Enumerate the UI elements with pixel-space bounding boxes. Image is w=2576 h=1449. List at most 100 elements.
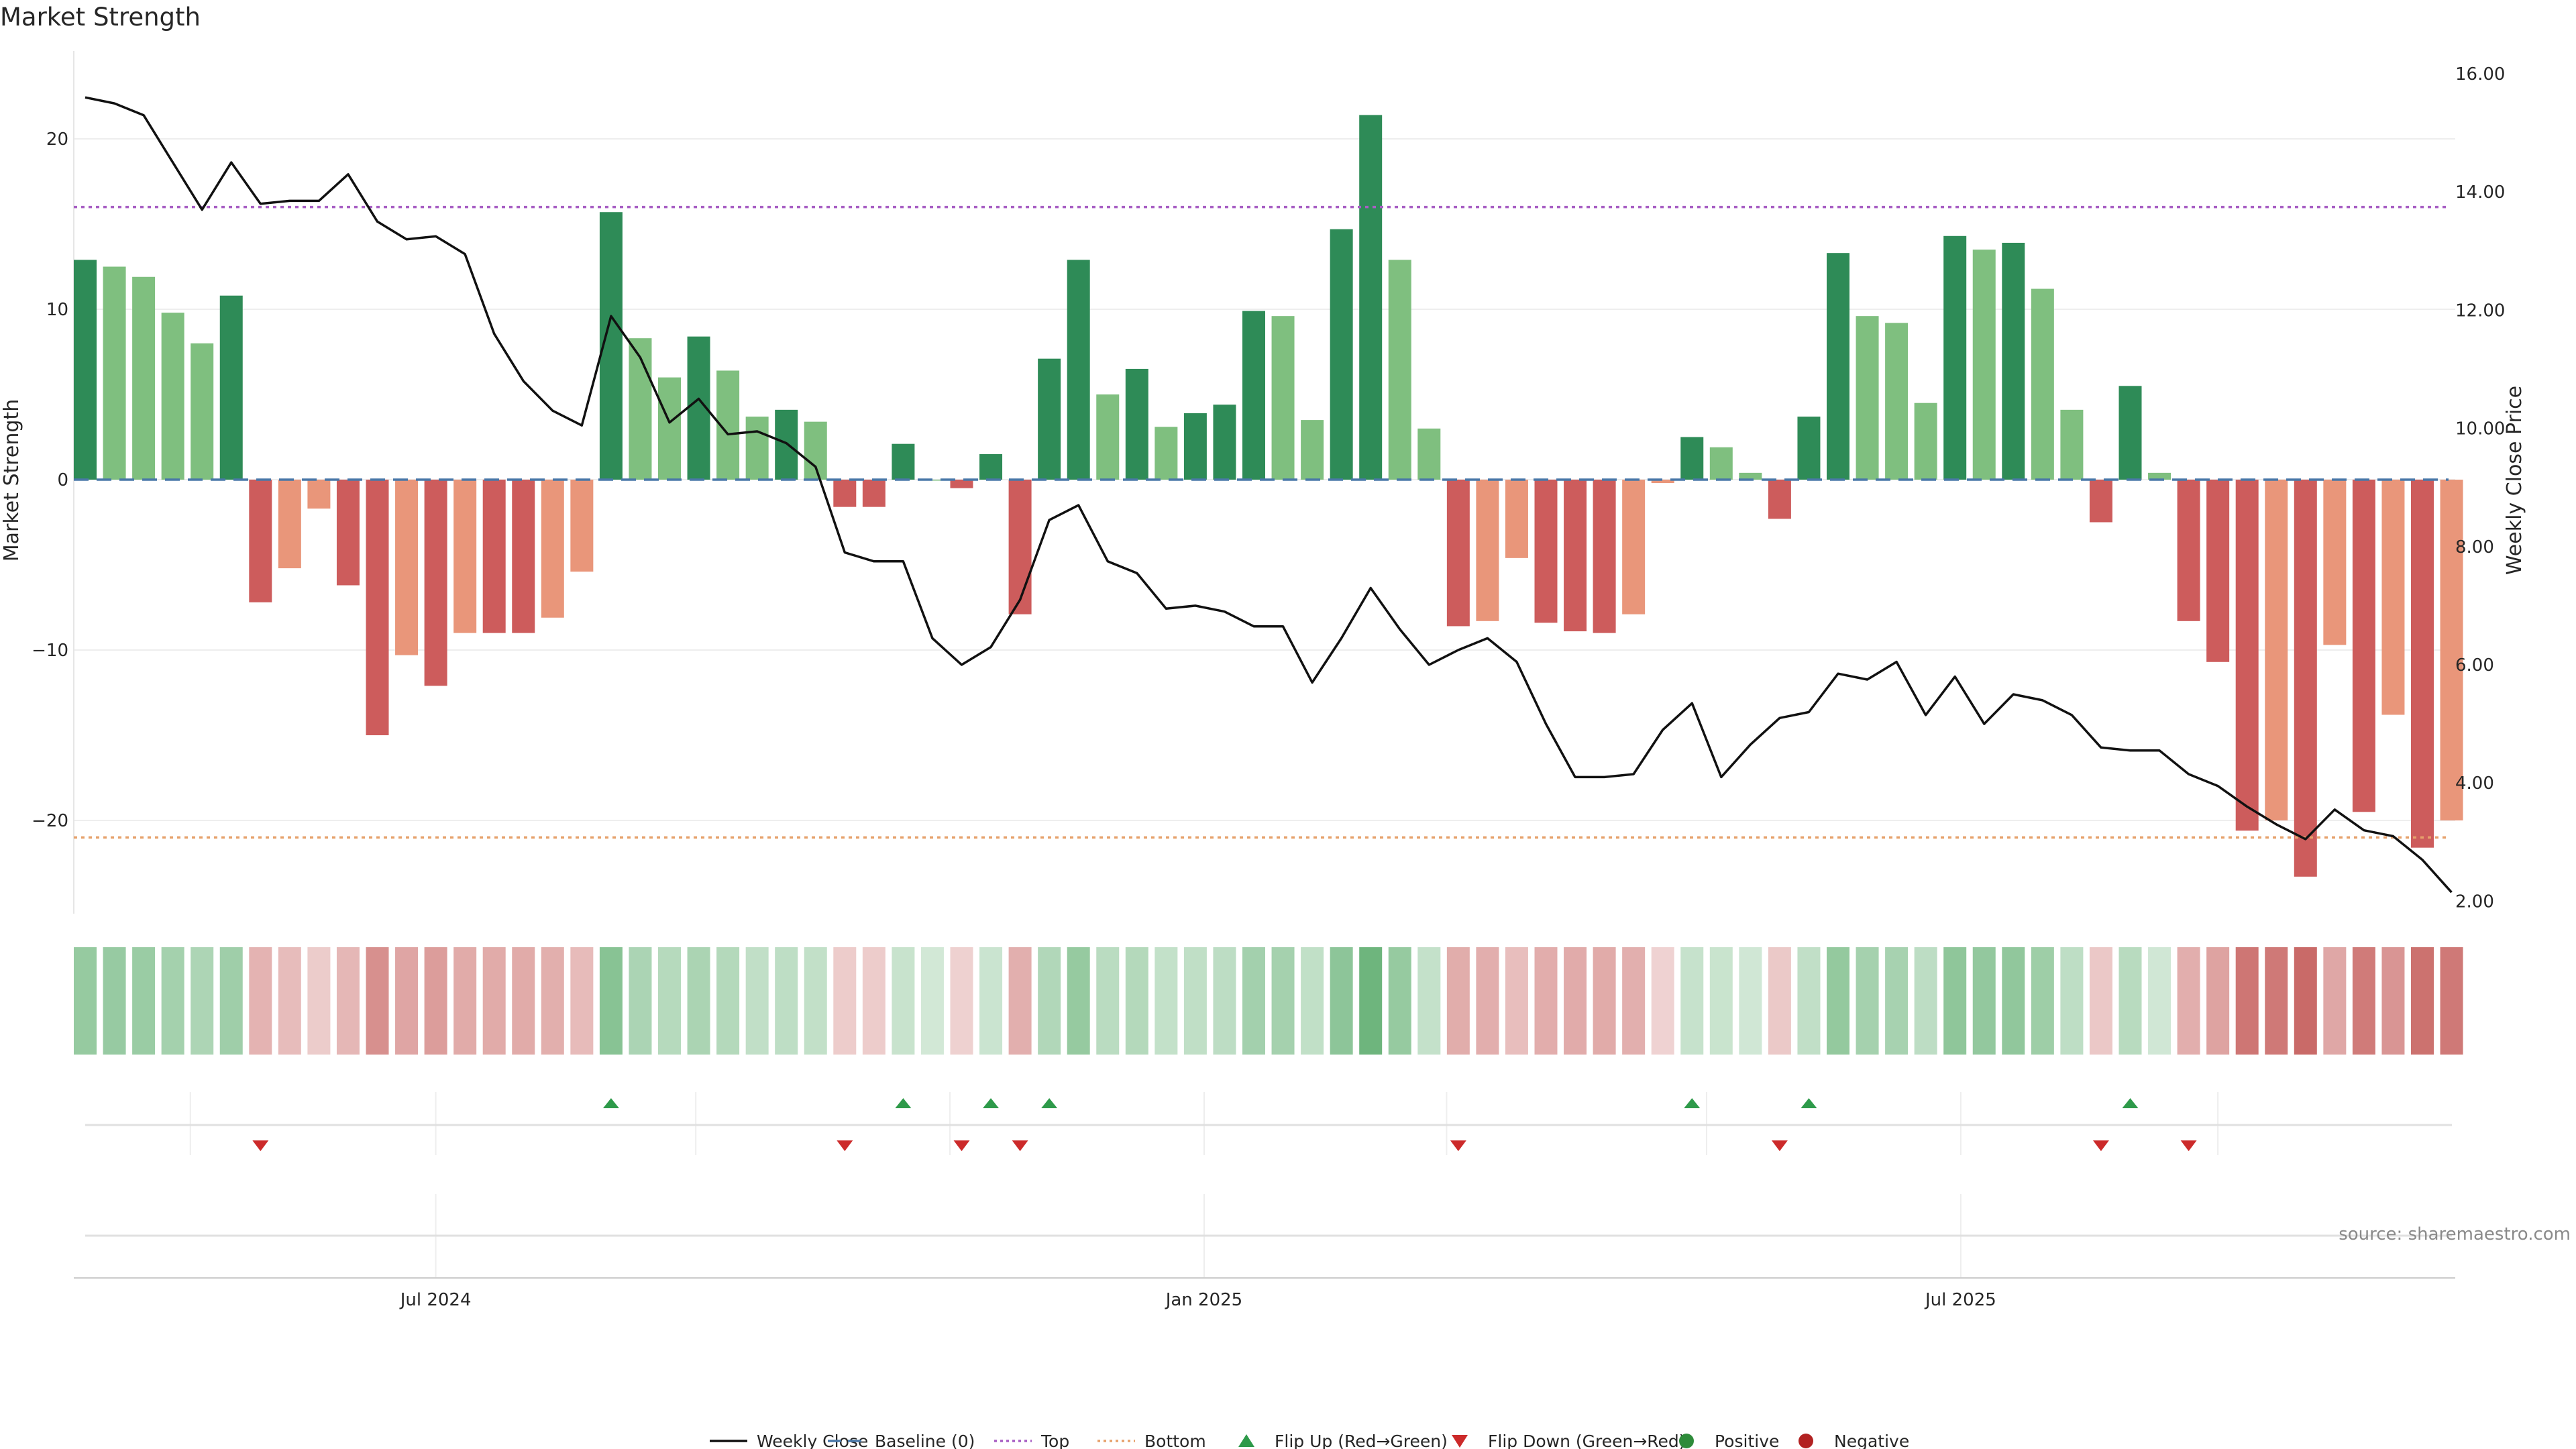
legend-label: Top bbox=[1040, 1432, 1069, 1449]
heat-cell bbox=[892, 947, 915, 1055]
y-tick-label: 20 bbox=[46, 129, 68, 150]
strength-bar bbox=[2352, 480, 2375, 812]
strength-bar bbox=[2177, 480, 2200, 621]
heat-cell bbox=[219, 947, 243, 1055]
strength-bar bbox=[219, 295, 243, 480]
strength-bar bbox=[1125, 368, 1148, 480]
strength-bar bbox=[2440, 480, 2463, 820]
x-axis-ticks: Jul 2024 Jan 2025 Jul 2025 bbox=[399, 1290, 1996, 1310]
strength-bar bbox=[2381, 480, 2405, 715]
heat-cell bbox=[658, 947, 681, 1055]
strength-bar bbox=[1505, 480, 1528, 558]
heat-cell bbox=[2060, 947, 2084, 1055]
heat-cell bbox=[132, 947, 156, 1055]
strength-bar bbox=[1067, 260, 1090, 480]
strength-bar bbox=[745, 417, 769, 480]
heat-cell bbox=[1827, 947, 1849, 1055]
heat-cell bbox=[1914, 947, 1937, 1055]
strength-bar bbox=[1008, 480, 1032, 614]
strength-bars bbox=[74, 115, 2463, 877]
flip-up-marker bbox=[1801, 1098, 1817, 1108]
strength-bar bbox=[132, 276, 156, 480]
flip-down-marker bbox=[1771, 1140, 1788, 1151]
strength-bar bbox=[658, 377, 681, 480]
y2-tick-label: 6.00 bbox=[2455, 655, 2494, 676]
heat-cell bbox=[1739, 947, 1762, 1055]
flip-down-marker bbox=[837, 1140, 853, 1151]
legend-label: Baseline (0) bbox=[875, 1432, 975, 1449]
legend-label: Bottom bbox=[1144, 1432, 1206, 1449]
flip-up-marker bbox=[895, 1098, 912, 1108]
heat-cell bbox=[2294, 947, 2317, 1055]
left-axis-ticks: 20 10 0 −10 −20 bbox=[32, 129, 68, 831]
heat-cell bbox=[1388, 947, 1411, 1055]
strength-bar bbox=[424, 480, 447, 686]
flip-up-marker bbox=[1684, 1098, 1701, 1108]
heat-cell bbox=[1564, 947, 1587, 1055]
heat-cell bbox=[1856, 947, 1879, 1055]
y-axis-label: Market Strength bbox=[0, 399, 23, 561]
strength-bar bbox=[1183, 413, 1207, 480]
y2-axis-label: Weekly Close Price bbox=[2503, 386, 2526, 575]
strength-bar bbox=[512, 480, 535, 633]
heat-cell bbox=[1943, 947, 1967, 1055]
heat-cell bbox=[775, 947, 798, 1055]
flip-down-marker bbox=[2180, 1140, 2197, 1151]
strength-bar bbox=[541, 480, 564, 618]
heat-cell bbox=[1972, 947, 1996, 1055]
heat-cell bbox=[2265, 947, 2288, 1055]
heat-cell bbox=[920, 947, 944, 1055]
strength-bar bbox=[892, 443, 915, 480]
strength-bar bbox=[1388, 260, 1411, 480]
heat-cell bbox=[1593, 947, 1616, 1055]
right-axis-ticks: 16.00 14.00 12.00 10.00 8.00 6.00 4.00 2.00 bbox=[2455, 64, 2505, 912]
strength-bar bbox=[1330, 229, 1353, 480]
strength-bar bbox=[103, 266, 126, 480]
x-tick-label: Jan 2025 bbox=[1165, 1290, 1243, 1310]
heat-cell bbox=[1768, 947, 1791, 1055]
legend-swatch bbox=[1238, 1434, 1254, 1447]
strength-bar bbox=[1972, 250, 1996, 480]
flip-down-marker bbox=[252, 1140, 269, 1151]
heat-cell bbox=[1096, 947, 1120, 1055]
strength-bar bbox=[1096, 394, 1120, 480]
heat-cell bbox=[103, 947, 126, 1055]
y2-tick-label: 8.00 bbox=[2455, 537, 2494, 557]
strength-bar bbox=[74, 260, 97, 480]
strength-bar bbox=[2411, 480, 2434, 848]
strength-bar bbox=[1038, 358, 1061, 480]
strength-bar bbox=[366, 480, 389, 735]
strength-bar bbox=[395, 480, 419, 655]
strength-bar bbox=[278, 480, 301, 569]
heat-cell bbox=[745, 947, 769, 1055]
heat-cell bbox=[687, 947, 710, 1055]
heat-cell bbox=[1242, 947, 1265, 1055]
strength-bar bbox=[1301, 420, 1324, 480]
heat-cell bbox=[1008, 947, 1032, 1055]
heat-cell bbox=[541, 947, 564, 1055]
heat-cell bbox=[2235, 947, 2259, 1055]
strength-bar bbox=[336, 480, 360, 586]
strength-bar bbox=[1739, 472, 1762, 480]
strength-bar bbox=[804, 421, 827, 480]
chart-title: Market Strength bbox=[0, 3, 201, 32]
legend-label: Positive bbox=[1715, 1432, 1779, 1449]
legend-swatch bbox=[1799, 1434, 1813, 1448]
strength-bar bbox=[1651, 480, 1674, 484]
strength-bar bbox=[1359, 115, 1383, 480]
heat-cell bbox=[1505, 947, 1528, 1055]
strength-bar bbox=[1564, 480, 1587, 632]
y-tick-label: 0 bbox=[57, 470, 68, 490]
strength-bar bbox=[1446, 480, 1470, 627]
strength-bar bbox=[1622, 480, 1646, 614]
flip-up-marker bbox=[983, 1098, 1000, 1108]
strength-bar bbox=[1885, 323, 1909, 480]
heat-cell bbox=[1885, 947, 1909, 1055]
heat-cell bbox=[570, 947, 594, 1055]
strength-bar bbox=[1856, 316, 1879, 480]
strength-bar bbox=[2265, 480, 2288, 820]
strength-bar bbox=[2294, 480, 2317, 877]
strength-bar bbox=[1593, 480, 1616, 633]
x-tick-label: Jul 2024 bbox=[399, 1290, 472, 1310]
y2-tick-label: 4.00 bbox=[2455, 773, 2494, 794]
